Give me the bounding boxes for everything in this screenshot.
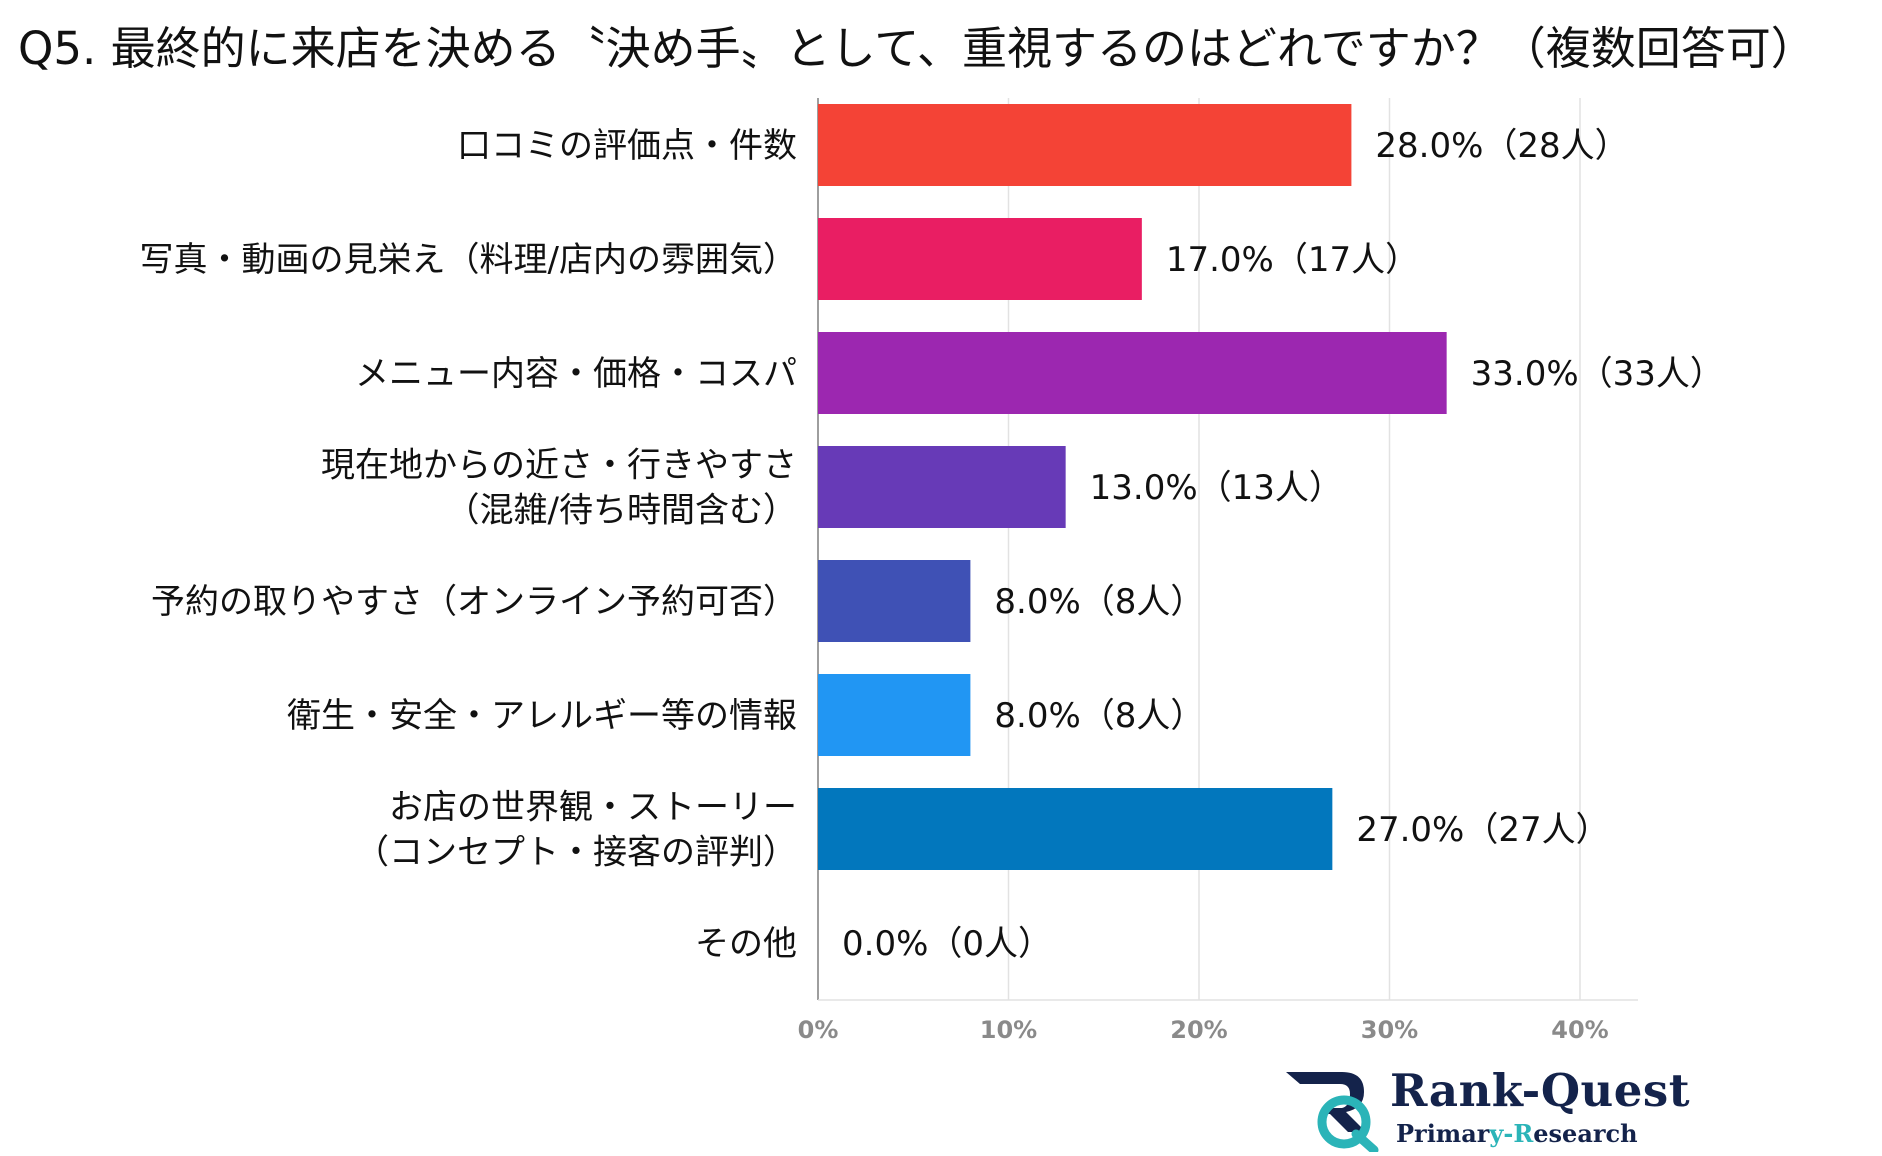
category-label: 写真・動画の見栄え（料理/店内の雰囲気） — [140, 240, 797, 280]
x-axis-tick-labels: 0% 10% 20% 30% 40% — [798, 1016, 1609, 1044]
brand-name: Rank-Quest — [1390, 1064, 1691, 1117]
brand-subtitle-part-2: y-R — [1489, 1119, 1534, 1148]
bar — [818, 674, 971, 756]
bars — [818, 104, 1447, 870]
data-label: 33.0%（33人） — [1471, 354, 1724, 394]
x-tick-label: 20% — [1170, 1016, 1227, 1044]
category-label: （コンセプト・接客の評判） — [355, 833, 797, 873]
brand-subtitle-part-1: Primar — [1396, 1119, 1490, 1148]
bar — [818, 332, 1447, 414]
bar — [818, 788, 1333, 870]
brand-subtitle-part-3: esearch — [1533, 1119, 1638, 1148]
x-tick-label: 40% — [1551, 1016, 1608, 1044]
x-tick-label: 10% — [980, 1016, 1037, 1044]
bar — [818, 218, 1142, 300]
category-label: 衛生・安全・アレルギー等の情報 — [287, 696, 797, 736]
bar — [818, 104, 1352, 186]
category-label: 現在地からの近さ・行きやすさ — [321, 446, 797, 486]
data-label: 13.0%（13人） — [1090, 468, 1343, 508]
category-label: その他 — [695, 924, 797, 964]
x-tick-label: 0% — [798, 1016, 839, 1044]
data-label: 0.0%（0人） — [842, 924, 1052, 964]
value-labels: 28.0%（28人） 17.0%（17人） 33.0%（33人） 13.0%（13人）… — [842, 126, 1724, 964]
category-label: お店の世界観・ストーリー — [389, 788, 797, 828]
category-label: 予約の取りやすさ（オンライン予約可否） — [151, 582, 797, 622]
data-label: 28.0%（28人） — [1375, 126, 1628, 166]
brand-subtitle: Primary-Research — [1396, 1119, 1638, 1148]
x-tick-label: 30% — [1361, 1016, 1418, 1044]
bar — [818, 560, 971, 642]
data-label: 17.0%（17人） — [1166, 240, 1419, 280]
category-label: メニュー内容・価格・コスパ — [355, 354, 797, 394]
category-label: （混雑/待ち時間含む） — [446, 491, 797, 531]
data-label: 8.0%（8人） — [994, 582, 1204, 622]
bar — [818, 446, 1066, 528]
brand-logo: Rank-Quest Primary-Research — [1282, 1062, 1690, 1152]
chart-title: Q5. 最終的に来店を決める〝決め手〟として、重視するのはどれですか？（複数回答… — [18, 22, 1816, 75]
data-label: 27.0%（27人） — [1356, 810, 1609, 850]
rank-quest-logo-icon — [1286, 1072, 1379, 1152]
data-label: 8.0%（8人） — [994, 696, 1204, 736]
category-label: 口コミの評価点・件数 — [457, 126, 797, 166]
